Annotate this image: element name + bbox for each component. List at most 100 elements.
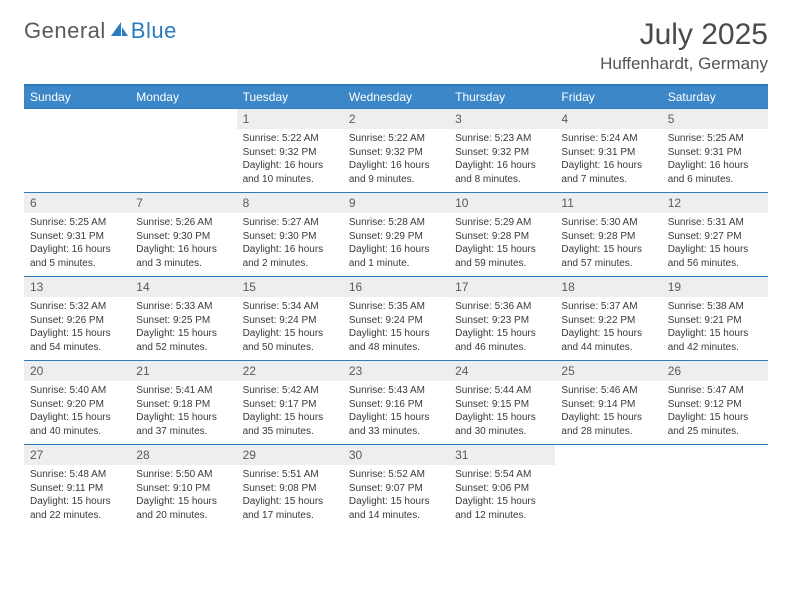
day-number: 1 (237, 109, 343, 129)
day-number: 30 (343, 445, 449, 465)
day-details: Sunrise: 5:28 AMSunset: 9:29 PMDaylight:… (343, 213, 449, 276)
day-details: Sunrise: 5:27 AMSunset: 9:30 PMDaylight:… (237, 213, 343, 276)
day-number: 19 (662, 277, 768, 297)
day-number: 6 (24, 193, 130, 213)
sunrise-text: Sunrise: 5:54 AM (455, 468, 549, 482)
day-number: 14 (130, 277, 236, 297)
day-number: 3 (449, 109, 555, 129)
sunrise-text: Sunrise: 5:33 AM (136, 300, 230, 314)
day-details: Sunrise: 5:30 AMSunset: 9:28 PMDaylight:… (555, 213, 661, 276)
sunset-text: Sunset: 9:22 PM (561, 314, 655, 328)
daylight-text: Daylight: 15 hours and 20 minutes. (136, 495, 230, 522)
day-number: 8 (237, 193, 343, 213)
day-number: 22 (237, 361, 343, 381)
sunrise-text: Sunrise: 5:42 AM (243, 384, 337, 398)
day-details: Sunrise: 5:52 AMSunset: 9:07 PMDaylight:… (343, 465, 449, 528)
calendar-day-cell: 1Sunrise: 5:22 AMSunset: 9:32 PMDaylight… (237, 109, 343, 193)
day-number: 17 (449, 277, 555, 297)
daylight-text: Daylight: 16 hours and 2 minutes. (243, 243, 337, 270)
day-number: 12 (662, 193, 768, 213)
day-details: Sunrise: 5:48 AMSunset: 9:11 PMDaylight:… (24, 465, 130, 528)
calendar-day-cell: 15Sunrise: 5:34 AMSunset: 9:24 PMDayligh… (237, 277, 343, 361)
sunrise-text: Sunrise: 5:29 AM (455, 216, 549, 230)
sunset-text: Sunset: 9:17 PM (243, 398, 337, 412)
sunset-text: Sunset: 9:32 PM (455, 146, 549, 160)
daylight-text: Daylight: 15 hours and 14 minutes. (349, 495, 443, 522)
sunrise-text: Sunrise: 5:48 AM (30, 468, 124, 482)
location: Huffenhardt, Germany (600, 54, 768, 74)
daylight-text: Daylight: 15 hours and 35 minutes. (243, 411, 337, 438)
sunset-text: Sunset: 9:11 PM (30, 482, 124, 496)
calendar-day-cell: 11Sunrise: 5:30 AMSunset: 9:28 PMDayligh… (555, 193, 661, 277)
day-number: 28 (130, 445, 236, 465)
day-number: 21 (130, 361, 236, 381)
daylight-text: Daylight: 15 hours and 56 minutes. (668, 243, 762, 270)
sunrise-text: Sunrise: 5:46 AM (561, 384, 655, 398)
calendar-day-cell: .. (555, 445, 661, 529)
weekday-header: Saturday (662, 86, 768, 109)
daylight-text: Daylight: 15 hours and 50 minutes. (243, 327, 337, 354)
daylight-text: Daylight: 15 hours and 40 minutes. (30, 411, 124, 438)
sunset-text: Sunset: 9:26 PM (30, 314, 124, 328)
day-number: 29 (237, 445, 343, 465)
day-number: 31 (449, 445, 555, 465)
calendar-day-cell: 19Sunrise: 5:38 AMSunset: 9:21 PMDayligh… (662, 277, 768, 361)
day-number: 4 (555, 109, 661, 129)
sunset-text: Sunset: 9:06 PM (455, 482, 549, 496)
calendar-day-cell: 4Sunrise: 5:24 AMSunset: 9:31 PMDaylight… (555, 109, 661, 193)
calendar-day-cell: 16Sunrise: 5:35 AMSunset: 9:24 PMDayligh… (343, 277, 449, 361)
sunrise-text: Sunrise: 5:26 AM (136, 216, 230, 230)
calendar-day-cell: 23Sunrise: 5:43 AMSunset: 9:16 PMDayligh… (343, 361, 449, 445)
logo: General Blue (24, 18, 177, 44)
daylight-text: Daylight: 16 hours and 6 minutes. (668, 159, 762, 186)
day-details: Sunrise: 5:40 AMSunset: 9:20 PMDaylight:… (24, 381, 130, 444)
sunrise-text: Sunrise: 5:34 AM (243, 300, 337, 314)
sunset-text: Sunset: 9:24 PM (349, 314, 443, 328)
day-details: Sunrise: 5:36 AMSunset: 9:23 PMDaylight:… (449, 297, 555, 360)
day-details: Sunrise: 5:25 AMSunset: 9:31 PMDaylight:… (24, 213, 130, 276)
sunrise-text: Sunrise: 5:27 AM (243, 216, 337, 230)
calendar-week-row: 27Sunrise: 5:48 AMSunset: 9:11 PMDayligh… (24, 445, 768, 529)
daylight-text: Daylight: 15 hours and 59 minutes. (455, 243, 549, 270)
sunrise-text: Sunrise: 5:44 AM (455, 384, 549, 398)
weekday-header: Tuesday (237, 86, 343, 109)
calendar-day-cell: 7Sunrise: 5:26 AMSunset: 9:30 PMDaylight… (130, 193, 236, 277)
sunrise-text: Sunrise: 5:52 AM (349, 468, 443, 482)
calendar-day-cell: 29Sunrise: 5:51 AMSunset: 9:08 PMDayligh… (237, 445, 343, 529)
daylight-text: Daylight: 15 hours and 46 minutes. (455, 327, 549, 354)
sunrise-text: Sunrise: 5:40 AM (30, 384, 124, 398)
header: General Blue July 2025 Huffenhardt, Germ… (24, 18, 768, 74)
calendar-day-cell: 9Sunrise: 5:28 AMSunset: 9:29 PMDaylight… (343, 193, 449, 277)
sunrise-text: Sunrise: 5:22 AM (349, 132, 443, 146)
daylight-text: Daylight: 15 hours and 30 minutes. (455, 411, 549, 438)
day-details: Sunrise: 5:26 AMSunset: 9:30 PMDaylight:… (130, 213, 236, 276)
day-details: Sunrise: 5:43 AMSunset: 9:16 PMDaylight:… (343, 381, 449, 444)
daylight-text: Daylight: 15 hours and 37 minutes. (136, 411, 230, 438)
day-number: 27 (24, 445, 130, 465)
day-details: Sunrise: 5:38 AMSunset: 9:21 PMDaylight:… (662, 297, 768, 360)
day-details: Sunrise: 5:34 AMSunset: 9:24 PMDaylight:… (237, 297, 343, 360)
day-details: Sunrise: 5:25 AMSunset: 9:31 PMDaylight:… (662, 129, 768, 192)
sunset-text: Sunset: 9:27 PM (668, 230, 762, 244)
day-details: Sunrise: 5:32 AMSunset: 9:26 PMDaylight:… (24, 297, 130, 360)
calendar-week-row: 20Sunrise: 5:40 AMSunset: 9:20 PMDayligh… (24, 361, 768, 445)
day-details: Sunrise: 5:44 AMSunset: 9:15 PMDaylight:… (449, 381, 555, 444)
sunset-text: Sunset: 9:08 PM (243, 482, 337, 496)
sunset-text: Sunset: 9:25 PM (136, 314, 230, 328)
calendar-day-cell: .. (662, 445, 768, 529)
day-details: Sunrise: 5:51 AMSunset: 9:08 PMDaylight:… (237, 465, 343, 528)
day-details: Sunrise: 5:50 AMSunset: 9:10 PMDaylight:… (130, 465, 236, 528)
day-details: Sunrise: 5:46 AMSunset: 9:14 PMDaylight:… (555, 381, 661, 444)
sunrise-text: Sunrise: 5:32 AM (30, 300, 124, 314)
sunrise-text: Sunrise: 5:35 AM (349, 300, 443, 314)
sunrise-text: Sunrise: 5:30 AM (561, 216, 655, 230)
day-number: 24 (449, 361, 555, 381)
day-number: 15 (237, 277, 343, 297)
daylight-text: Daylight: 15 hours and 22 minutes. (30, 495, 124, 522)
sunset-text: Sunset: 9:30 PM (136, 230, 230, 244)
day-number: 11 (555, 193, 661, 213)
day-number: 23 (343, 361, 449, 381)
sunrise-text: Sunrise: 5:38 AM (668, 300, 762, 314)
calendar-day-cell: 5Sunrise: 5:25 AMSunset: 9:31 PMDaylight… (662, 109, 768, 193)
sunset-text: Sunset: 9:14 PM (561, 398, 655, 412)
